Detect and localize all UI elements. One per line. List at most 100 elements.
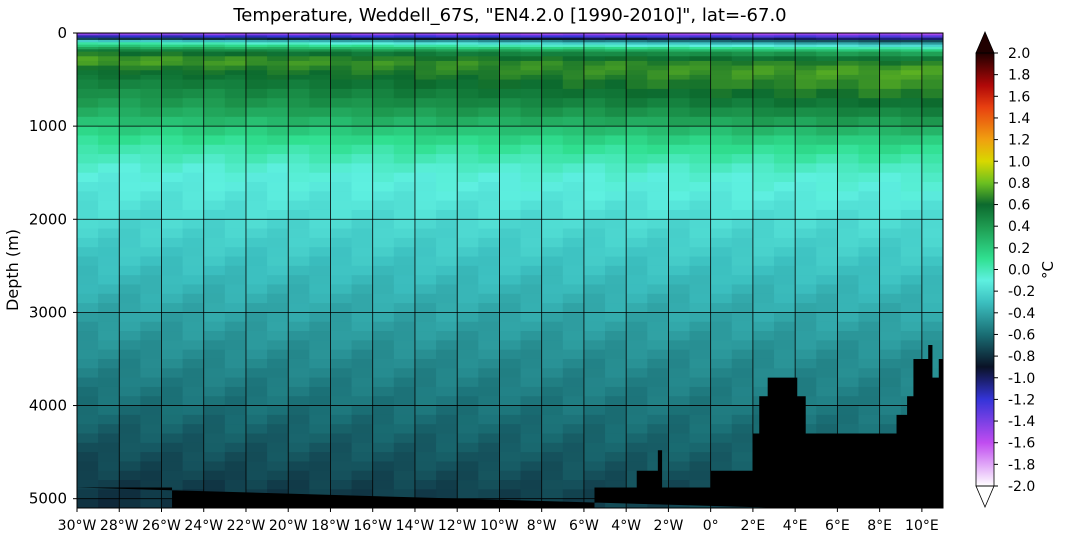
heatmap-cell [267, 219, 289, 230]
heatmap-cell [541, 368, 564, 379]
heatmap-cell [140, 116, 163, 127]
heatmap-cell [647, 433, 670, 444]
heatmap-cell [351, 405, 374, 416]
heatmap-cell [351, 340, 374, 351]
heatmap-cell [140, 163, 163, 174]
heatmap-cell [520, 331, 543, 341]
heatmap-cell [520, 172, 543, 183]
heatmap-cell [478, 349, 501, 360]
heatmap-cell [119, 470, 141, 481]
heatmap-cell [774, 219, 796, 230]
heatmap-cell [457, 414, 479, 425]
heatmap-cell [224, 107, 247, 118]
heatmap-cell [816, 37, 838, 41]
heatmap-cell [710, 135, 733, 146]
heatmap-cell [921, 256, 943, 267]
heatmap-cell [267, 60, 289, 67]
heatmap-cell [245, 200, 268, 211]
heatmap-cell [478, 405, 501, 416]
heatmap-cell [478, 340, 501, 351]
heatmap-cell [436, 247, 458, 258]
heatmap-cell [626, 312, 648, 323]
heatmap-cell [414, 386, 437, 397]
heatmap-cell [98, 51, 120, 57]
heatmap-cell [330, 237, 353, 248]
heatmap-cell [647, 172, 670, 183]
heatmap-cell [372, 321, 395, 332]
heatmap-cell [119, 489, 141, 500]
heatmap-cell [795, 349, 817, 360]
heatmap-cell [689, 98, 712, 109]
heatmap-cell [520, 480, 543, 490]
heatmap-cell [752, 368, 775, 379]
heatmap-cell [605, 65, 627, 71]
heatmap-cell [626, 265, 648, 276]
heatmap-cell [858, 42, 881, 46]
heatmap-cell [795, 107, 817, 118]
heatmap-cell [858, 182, 881, 192]
heatmap-cell [816, 74, 838, 81]
heatmap-cell [436, 44, 458, 48]
heatmap-cell [309, 442, 332, 453]
heatmap-cell [605, 98, 627, 109]
heatmap-cell [119, 116, 141, 127]
heatmap-cell [731, 396, 754, 407]
heatmap-cell [921, 98, 943, 109]
heatmap-cell [837, 265, 860, 276]
heatmap-cell [245, 44, 268, 48]
heatmap-cell [858, 44, 881, 48]
heatmap-cell [436, 70, 458, 76]
heatmap-cell [795, 51, 817, 57]
heatmap-cell [457, 256, 479, 267]
heatmap-cell [879, 144, 902, 155]
heatmap-cell [605, 126, 627, 137]
heatmap-cell [816, 182, 838, 192]
heatmap-cell [562, 74, 585, 81]
heatmap-cell [837, 368, 860, 379]
heatmap-cell [647, 33, 670, 36]
heatmap-cell [140, 340, 163, 351]
heatmap-cell [140, 228, 163, 239]
heatmap-cell [562, 51, 585, 57]
heatmap-cell [203, 275, 226, 286]
heatmap-cell [288, 88, 310, 99]
heatmap-cell [414, 126, 437, 137]
heatmap-cell [583, 60, 606, 67]
heatmap-cell [752, 219, 775, 230]
heatmap-cell [541, 461, 564, 472]
heatmap-cell [140, 321, 163, 332]
heatmap-cell [710, 116, 733, 127]
heatmap-cell [626, 256, 648, 267]
heatmap-cell [710, 228, 733, 239]
heatmap-cell [436, 116, 458, 127]
heatmap-cell [77, 98, 99, 109]
heatmap-cell [161, 414, 184, 425]
heatmap-cell [309, 284, 332, 295]
heatmap-cell [562, 265, 585, 276]
heatmap-cell [393, 74, 416, 81]
heatmap-cell [98, 414, 120, 425]
heatmap-cell [478, 200, 501, 211]
heatmap-cell [562, 340, 585, 351]
heatmap-cell [541, 228, 564, 239]
heatmap-cell [710, 452, 733, 463]
heatmap-cell [393, 172, 416, 183]
heatmap-cell [203, 293, 226, 304]
heatmap-cell [203, 135, 226, 146]
heatmap-cell [267, 461, 289, 472]
heatmap-cell [267, 35, 289, 39]
heatmap-cell [393, 247, 416, 258]
heatmap-cell [583, 433, 606, 444]
heatmap-cell [816, 154, 838, 164]
heatmap-cell [710, 256, 733, 267]
heatmap-cell [668, 116, 691, 127]
heatmap-cell [203, 442, 226, 453]
heatmap-cell [224, 442, 247, 453]
heatmap-cell [668, 331, 691, 341]
heatmap-cell [562, 46, 585, 50]
heatmap-cell [182, 331, 205, 341]
heatmap-cell [731, 312, 754, 323]
heatmap-cell [436, 200, 458, 211]
heatmap-cell [583, 88, 606, 99]
heatmap-cell [583, 265, 606, 276]
